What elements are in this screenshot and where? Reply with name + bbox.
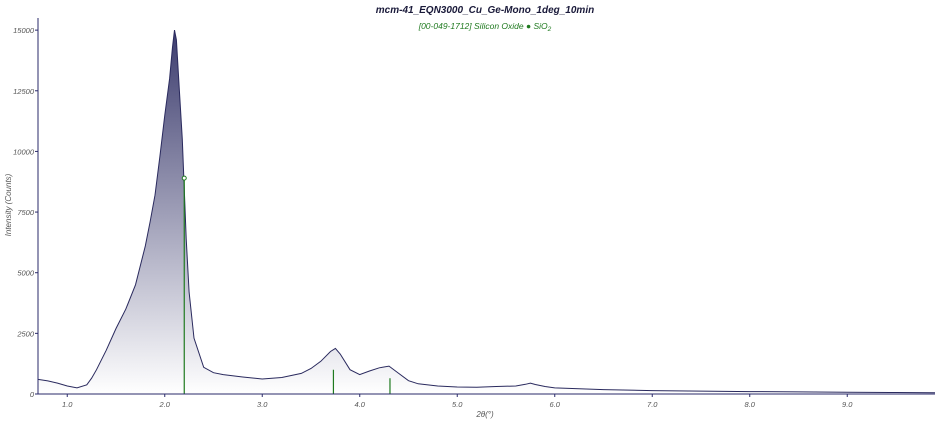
x-tick-label-1: 2.0 xyxy=(159,400,171,409)
y-tick-label-1: 2500 xyxy=(16,329,35,338)
chart-subtitle: [00-049-1712] Silicon Oxide ● SiO2 xyxy=(418,21,552,33)
y-tick-label-6: 15000 xyxy=(13,26,35,35)
x-tick-label-0: 1.0 xyxy=(62,400,73,409)
y-tick-label-0: 0 xyxy=(30,390,35,399)
pattern-line xyxy=(37,30,936,394)
pattern-area-fill xyxy=(38,30,935,394)
x-tick-label-5: 6.0 xyxy=(550,400,561,409)
y-tick-label-3: 7500 xyxy=(17,208,35,217)
x-tick-label-7: 8.0 xyxy=(745,400,756,409)
x-tick-label-3: 4.0 xyxy=(355,400,366,409)
subtitle-main: [00-049-1712] Silicon Oxide ● SiO xyxy=(418,21,548,31)
x-tick-label-4: 5.0 xyxy=(452,400,463,409)
x-tick-label-8: 9.0 xyxy=(842,400,853,409)
tick-labels: 0 2500 5000 7500 10000 12500 15000 1.0 2.0 3.0 4.0… xyxy=(13,26,853,409)
y-tick-label-4: 10000 xyxy=(13,147,35,156)
reference-marker xyxy=(181,175,187,181)
chart-title: mcm-41_EQN3000_Cu_Ge-Mono_1deg_10min xyxy=(376,5,594,16)
reference-pattern-lines xyxy=(181,175,391,394)
y-tick-label-2: 5000 xyxy=(17,269,35,278)
subtitle-subscript: 2 xyxy=(547,26,552,33)
plot-area xyxy=(37,30,936,394)
x-tick-label-6: 7.0 xyxy=(647,400,658,409)
x-axis-label: 2θ(°) xyxy=(475,410,494,419)
x-tick-label-2: 3.0 xyxy=(257,400,268,409)
y-axis-label: Intensity (Counts) xyxy=(4,173,13,236)
y-tick-label-5: 12500 xyxy=(13,87,35,96)
axes xyxy=(35,18,935,397)
